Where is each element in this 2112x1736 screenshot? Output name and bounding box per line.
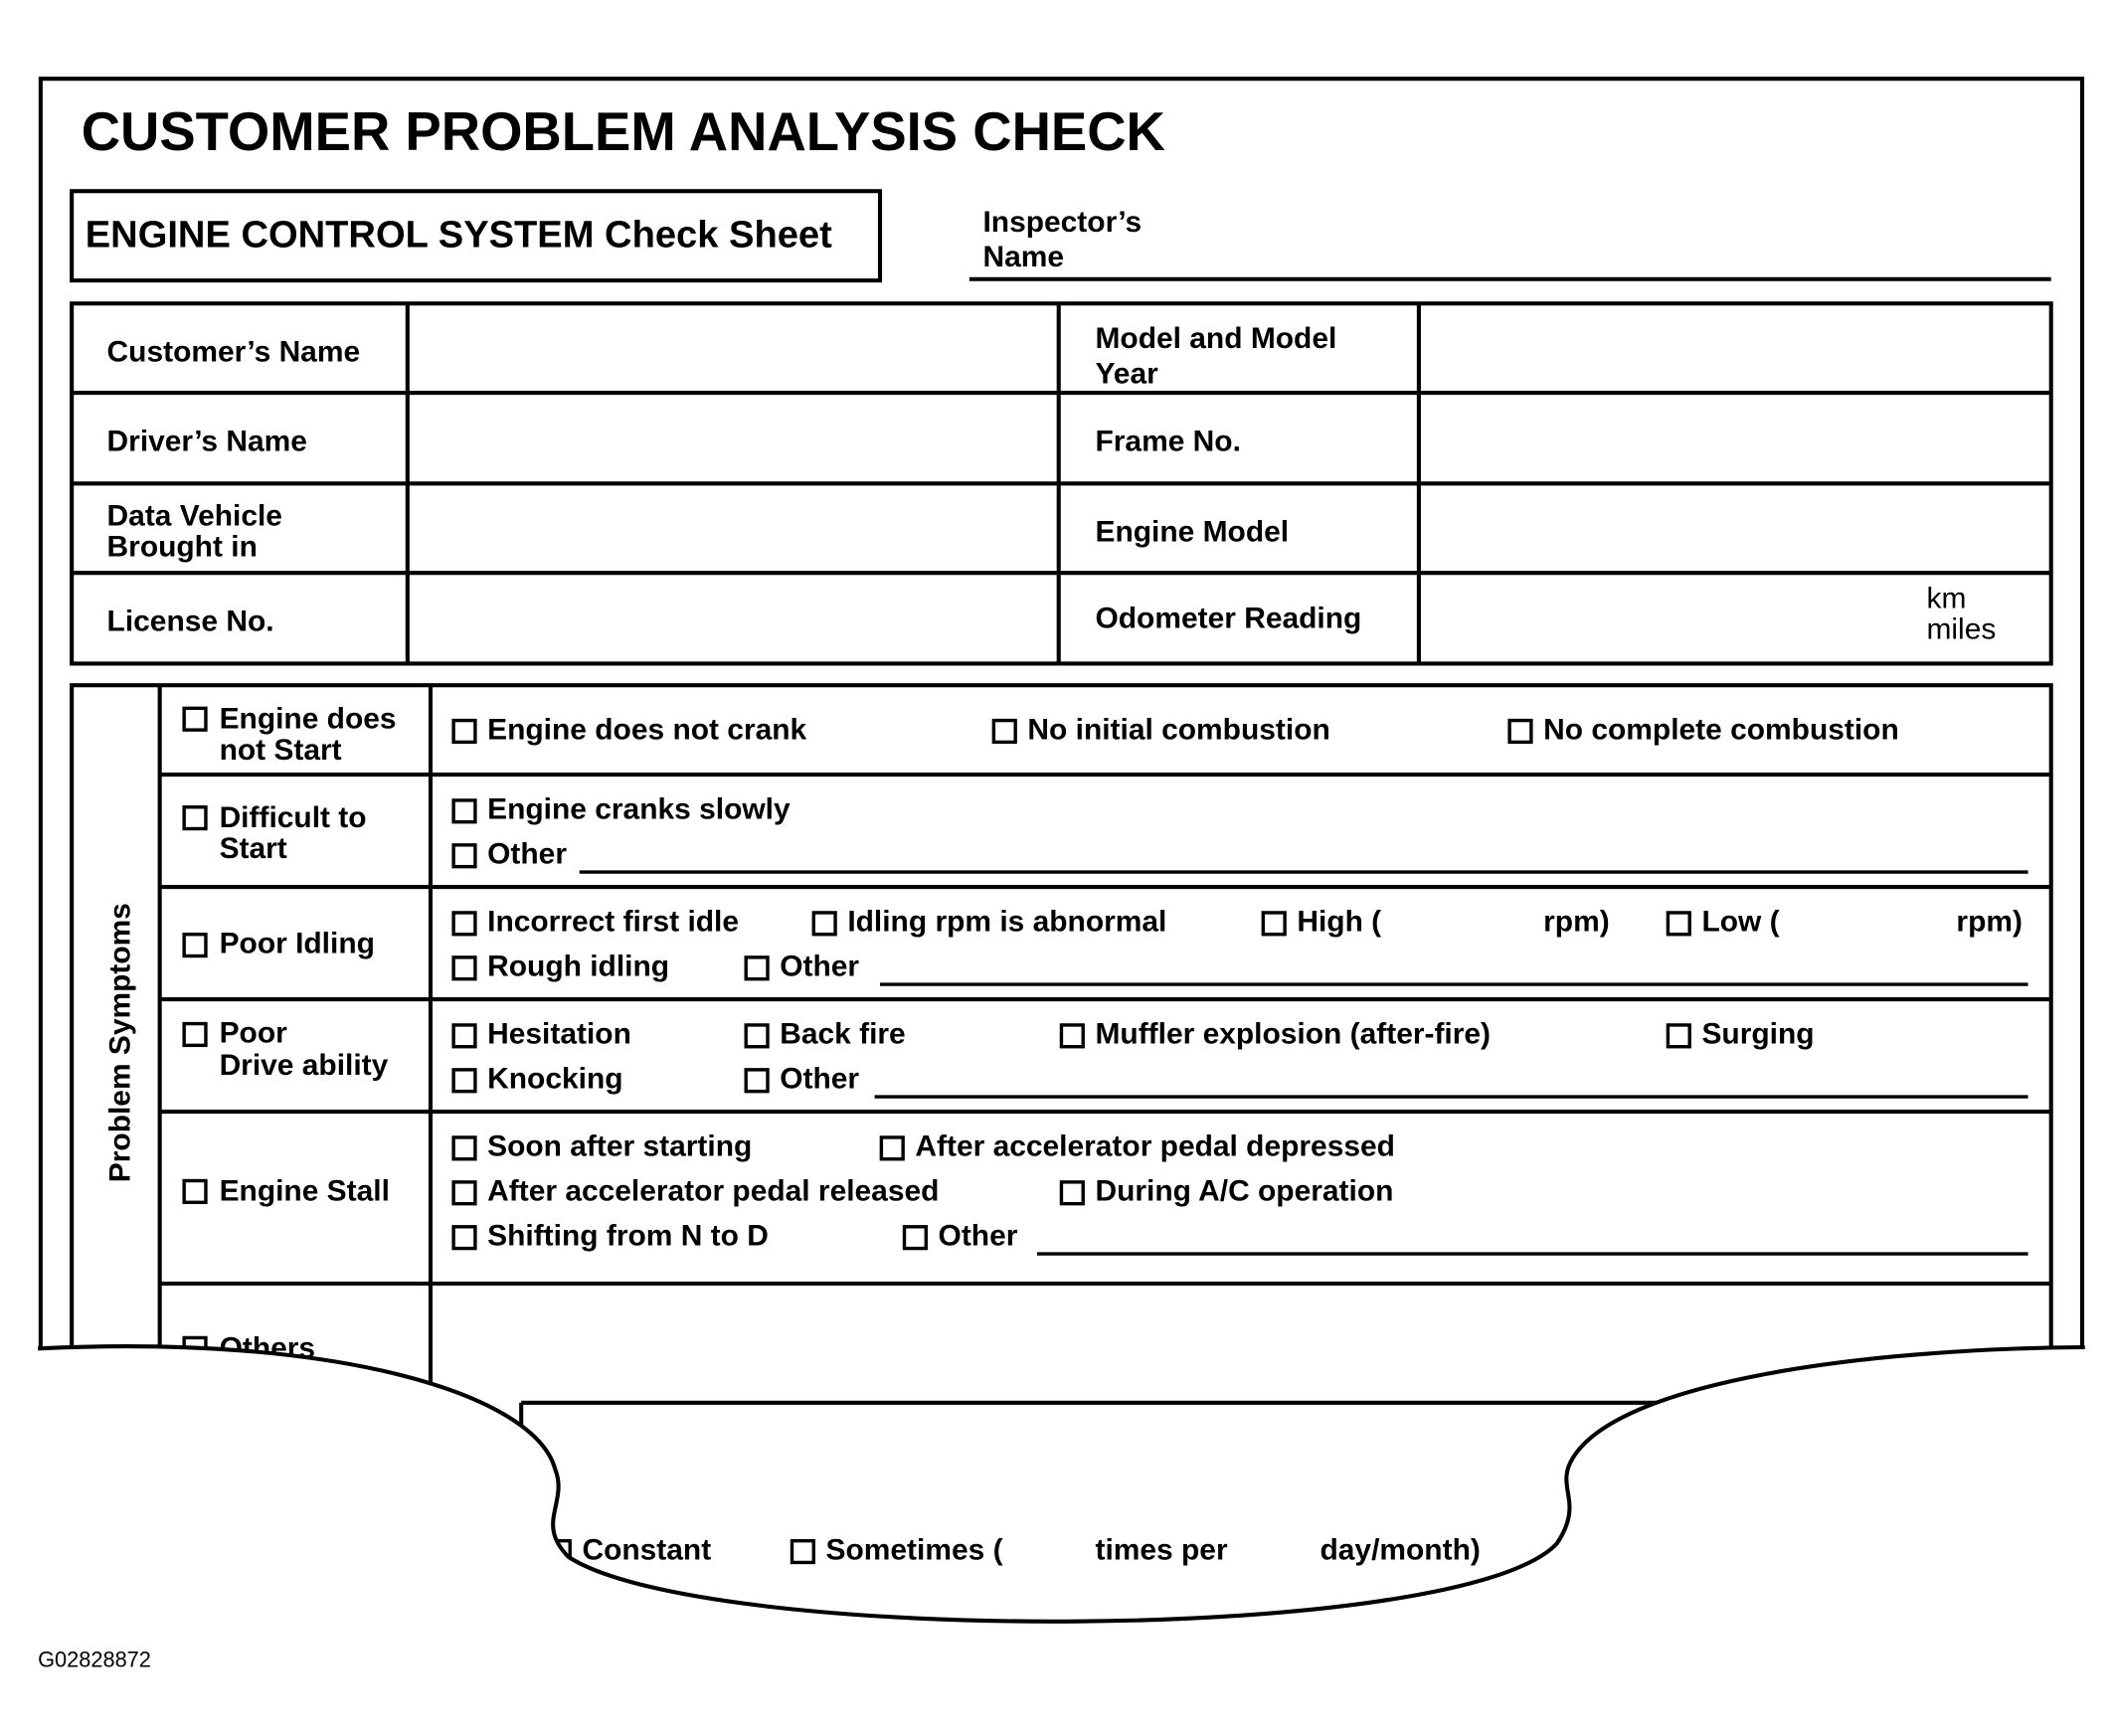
checkbox	[182, 805, 208, 831]
checkbox	[1666, 911, 1691, 937]
checkbox	[451, 955, 477, 981]
occurrence-option: Constant	[582, 1533, 711, 1566]
checkbox	[451, 843, 477, 869]
field-label: Odometer Reading	[1095, 603, 1361, 635]
checkbox	[744, 955, 770, 981]
tear-mask	[0, 1346, 2112, 1736]
option: rpm)	[1956, 906, 2023, 939]
checkbox	[790, 1538, 815, 1565]
option: Idling rpm is abnormal	[847, 906, 1166, 939]
inspector-label: Inspector’s	[982, 206, 1142, 239]
checkbox	[451, 1023, 477, 1049]
option: Other	[780, 951, 859, 983]
option: No complete combustion	[1543, 713, 1899, 746]
occurrence-option: day/month)	[1320, 1533, 1481, 1566]
occurrence-option: Sometimes (	[826, 1533, 1003, 1566]
option: No initial combustion	[1027, 713, 1329, 746]
checkbox	[182, 706, 208, 732]
symptom: Difficult to	[220, 801, 367, 834]
field-label: Data Vehicle	[107, 499, 282, 532]
checkbox	[451, 718, 477, 745]
field-label: Driver’s Name	[107, 425, 307, 457]
option: Muffler explosion (after-fire)	[1095, 1018, 1491, 1051]
outer-frame	[38, 77, 2085, 1347]
field-label: License No.	[107, 605, 274, 637]
option: High (	[1297, 906, 1381, 939]
option: After accelerator pedal released	[487, 1175, 939, 1208]
checkbox	[744, 1023, 770, 1049]
field-label: Model and Model	[1095, 322, 1336, 355]
option: Hesitation	[487, 1018, 631, 1051]
checkbox	[902, 1225, 928, 1251]
checkbox	[1059, 1180, 1085, 1206]
symptom: Poor Idling	[220, 928, 375, 960]
option: Low (	[1701, 906, 1779, 939]
checkbox	[1261, 911, 1287, 937]
checkbox	[182, 1021, 208, 1048]
field-label: Year	[1095, 357, 1158, 390]
checkbox	[182, 1178, 208, 1205]
vehicle-table-lines	[70, 301, 2053, 666]
option: After accelerator pedal depressed	[915, 1130, 1395, 1163]
option: Rough idling	[487, 951, 669, 983]
field-label: Frame No.	[1095, 425, 1240, 457]
checkbox	[1666, 1023, 1691, 1049]
option: Knocking	[487, 1063, 622, 1096]
checkbox	[182, 933, 208, 958]
field-label: Brought in	[107, 531, 258, 564]
field-label: Engine Model	[1095, 516, 1289, 549]
symptom: Engine Stall	[220, 1175, 390, 1208]
symptom: Engine does	[220, 702, 397, 735]
option: rpm)	[1543, 906, 1610, 939]
inspector-label: Name	[982, 241, 1064, 273]
option: During A/C operation	[1095, 1175, 1393, 1208]
sheet-title: ENGINE CONTROL SYSTEM Check Sheet	[86, 214, 832, 257]
checkbox	[991, 718, 1017, 745]
option: Soon after starting	[487, 1130, 752, 1163]
tear-edge	[38, 1344, 2085, 1624]
checkbox	[1059, 1023, 1085, 1049]
symptom: Poor	[220, 1016, 288, 1049]
content: CUSTOMER PROBLEM ANALYSIS CHECK ENGINE CO…	[82, 101, 2028, 1566]
option: Shifting from N to D	[487, 1220, 769, 1253]
figure-id: G02828872	[38, 1648, 151, 1672]
option: Back fire	[780, 1018, 905, 1051]
occurrence-option: times per	[1095, 1533, 1227, 1566]
field-label: Customer’s Name	[107, 336, 361, 369]
checkbox	[451, 1180, 477, 1206]
symptom: Start	[220, 832, 287, 865]
option: Engine cranks slowly	[487, 793, 791, 826]
symptom: not Start	[220, 734, 342, 767]
option: Incorrect first idle	[487, 906, 739, 939]
checkbox	[451, 1225, 477, 1251]
checkbox	[451, 911, 477, 937]
checkbox	[879, 1135, 905, 1161]
checkbox	[744, 1068, 770, 1094]
checkbox	[451, 1135, 477, 1161]
symptom: Drive ability	[220, 1049, 389, 1082]
symptom-table-lines	[70, 683, 2053, 1489]
checkbox	[451, 798, 477, 824]
option: Surging	[1701, 1018, 1814, 1051]
checkbox	[451, 1068, 477, 1094]
option: Engine does not crank	[487, 713, 806, 746]
section-label: Problem Symptoms	[103, 903, 136, 1182]
unit: miles	[1926, 613, 1996, 646]
checkbox	[1507, 718, 1533, 745]
title: CUSTOMER PROBLEM ANALYSIS CHECK	[82, 101, 1165, 162]
option: Other	[780, 1063, 859, 1096]
checkbox	[811, 911, 837, 937]
option: Other	[939, 1220, 1018, 1253]
unit: km	[1926, 582, 1966, 614]
option: Other	[487, 838, 567, 871]
sheet-title-box	[70, 189, 883, 283]
